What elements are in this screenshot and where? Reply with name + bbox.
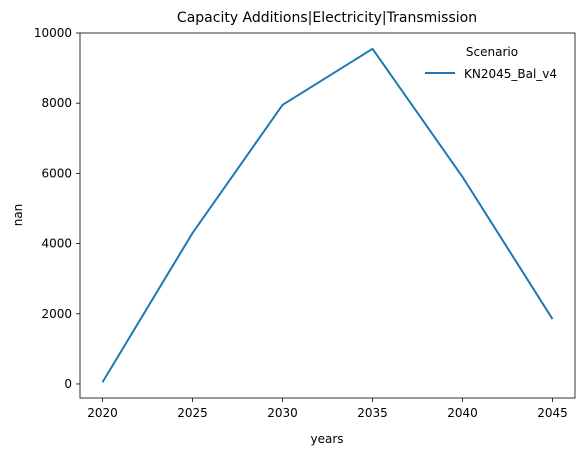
x-axis: 2020 2025 2030 2035 2040 2045 [87, 398, 568, 420]
legend: Scenario KN2045_Bal_v4 [425, 45, 557, 81]
y-tick-label: 4000 [41, 237, 72, 251]
chart-title: Capacity Additions|Electricity|Transmiss… [177, 10, 477, 26]
plot-border [79, 32, 576, 399]
series-line-0 [101, 47, 554, 383]
y-tick-label: 2000 [41, 307, 72, 321]
x-axis-label: years [310, 432, 343, 446]
x-tick-label: 2025 [177, 406, 208, 420]
y-tick-label: 10000 [34, 26, 72, 40]
x-tick-label: 2035 [357, 406, 388, 420]
y-axis: 0 2000 4000 6000 8000 10000 [34, 26, 80, 391]
x-tick-label: 2020 [87, 406, 118, 420]
y-tick-label: 0 [64, 377, 72, 391]
legend-entry-label: KN2045_Bal_v4 [464, 67, 557, 81]
y-tick-label: 6000 [41, 166, 72, 180]
plot-area [79, 32, 576, 399]
y-axis-label: nan [11, 204, 25, 227]
legend-title: Scenario [466, 45, 518, 59]
x-tick-label: 2045 [537, 406, 568, 420]
series-layer [101, 47, 554, 383]
x-tick-label: 2030 [267, 406, 298, 420]
x-tick-label: 2040 [447, 406, 478, 420]
y-tick-label: 8000 [41, 96, 72, 110]
